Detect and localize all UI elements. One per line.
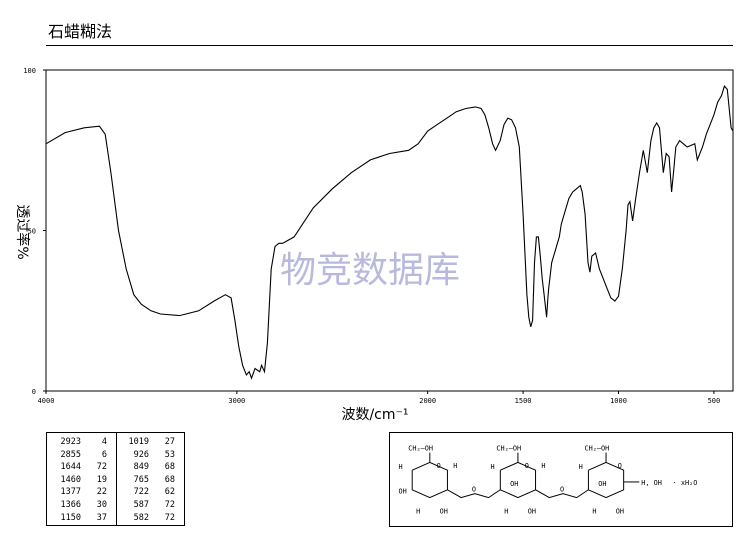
ring-2-h-left: H <box>491 463 495 471</box>
link-1-2 <box>447 489 501 499</box>
peak-transmittance: 72 <box>96 462 107 473</box>
y-axis-ticks: 0 50 100 <box>23 67 46 396</box>
peak-transmittance: 37 <box>96 512 107 523</box>
ring-3-oh-bottom: OH <box>616 507 624 515</box>
peak-wavenumber: 1150 <box>60 512 81 523</box>
peak-table: 2923 4 2855 6 1644 72 1460 19 1377 22 1366 30 1150 37… <box>46 432 185 526</box>
peak-row: 1019 27 <box>119 436 183 449</box>
end-group-label: H, OH <box>641 479 662 487</box>
peak-wavenumber: 2923 <box>60 437 81 447</box>
peak-table-left-column: 2923 4 2855 6 1644 72 1460 19 1377 22 1366 30 1150 37 <box>51 436 115 524</box>
peak-wavenumber: 1644 <box>60 462 81 473</box>
ring-1-oh-bottom: OH <box>440 507 448 515</box>
ring-1 <box>411 461 448 499</box>
peak-transmittance: 72 <box>164 512 175 523</box>
peak-wavenumber: 582 <box>133 512 149 523</box>
watermark: 物竞数据库 <box>280 250 460 291</box>
ring-3-h-bottom: H <box>592 507 596 515</box>
peak-wavenumber: 722 <box>133 487 149 498</box>
ring-1-oxygen: O <box>437 462 441 470</box>
x-tick-label: 3000 <box>228 397 245 405</box>
ring-1-h-left: H <box>398 463 402 471</box>
peak-wavenumber: 587 <box>133 499 149 510</box>
peak-row: 722 62 <box>119 486 183 499</box>
ring-2-ch2oh: CH₂—OH <box>496 445 521 453</box>
peak-row: 2923 4 <box>51 436 115 449</box>
plot-frame <box>45 69 734 392</box>
peak-row: 582 72 <box>119 512 183 525</box>
peak-transmittance: 72 <box>164 499 175 510</box>
ring-1-h-right: H <box>453 462 457 470</box>
peak-wavenumber: 2855 <box>60 449 81 460</box>
peak-transmittance: 6 <box>101 449 107 460</box>
peak-row: 1460 19 <box>51 474 115 487</box>
peak-row: 2855 6 <box>51 449 115 462</box>
peak-table-right-column: 1019 27 926 53 849 68 765 68 722 62 587 72 582 72 <box>119 436 183 524</box>
ring-2-h-right: H <box>541 462 545 470</box>
ring-3-h-left: H <box>579 463 583 471</box>
ring-1-h-bottom: H <box>416 507 420 515</box>
structure-diagram: CH₂—OH O H H OH OH H O CH₂—OH O H H OH O… <box>389 432 733 527</box>
ring-3-ch2oh: CH₂—OH <box>584 445 609 453</box>
peak-transmittance: 68 <box>164 462 175 473</box>
peak-row: 1150 37 <box>51 512 115 525</box>
x-tick-label: 4000 <box>38 397 55 405</box>
hydrate-label: · xH₂O <box>673 479 698 487</box>
peak-row: 587 72 <box>119 499 183 512</box>
peak-wavenumber: 1366 <box>60 499 81 510</box>
peak-transmittance: 30 <box>96 499 107 510</box>
transmittance-curve <box>45 85 734 380</box>
peak-transmittance: 19 <box>96 474 107 485</box>
x-tick-label: 2000 <box>419 397 436 405</box>
page-title: 石蜡糊法 <box>48 24 113 41</box>
peak-wavenumber: 1460 <box>60 474 81 485</box>
ring-2-h-bottom: H <box>504 507 508 515</box>
x-axis-ticks: 4000 3000 2000 1500 1000 500 <box>38 391 721 405</box>
title-divider <box>46 45 733 46</box>
x-tick-label: 500 <box>708 397 721 405</box>
x-axis-label: 波数/cm⁻¹ <box>341 407 408 423</box>
peak-transmittance: 4 <box>101 437 107 447</box>
peak-row: 1366 30 <box>51 499 115 512</box>
peak-row: 1644 72 <box>51 461 115 474</box>
y-tick-label: 50 <box>28 228 36 236</box>
y-axis-label: 透过率% <box>14 204 31 259</box>
peak-transmittance: 53 <box>164 449 175 460</box>
ring-2-oh-mid: OH <box>510 480 518 488</box>
ir-spectrum-chart: 4000 3000 2000 1500 1000 500 0 50 100 物竞数据库 波数/… <box>14 67 734 423</box>
peak-transmittance: 68 <box>164 474 175 485</box>
peak-transmittance: 27 <box>164 437 175 447</box>
ring-3-oxygen: O <box>618 462 622 470</box>
peak-row: 765 68 <box>119 474 183 487</box>
peak-row: 926 53 <box>119 449 183 462</box>
peak-row: 1377 22 <box>51 486 115 499</box>
y-tick-label: 100 <box>23 67 36 75</box>
peak-transmittance: 62 <box>164 487 175 498</box>
link-2-oxygen: O <box>560 486 564 494</box>
peak-wavenumber: 849 <box>133 462 149 473</box>
link-2-3 <box>535 489 589 499</box>
x-tick-label: 1000 <box>610 397 627 405</box>
ring-2-oxygen: O <box>525 462 529 470</box>
peak-wavenumber: 1377 <box>60 487 81 498</box>
y-tick-label: 0 <box>32 388 36 396</box>
peak-transmittance: 22 <box>96 487 107 498</box>
x-tick-label: 1500 <box>515 397 532 405</box>
peak-wavenumber: 765 <box>133 474 149 485</box>
ring-3-oh-mid: OH <box>598 480 606 488</box>
peak-table-divider <box>116 433 117 525</box>
ring-1-oh-left: OH <box>398 488 406 496</box>
ring-1-ch2oh: CH₂—OH <box>408 445 433 453</box>
peak-wavenumber: 926 <box>133 449 149 460</box>
peak-row: 849 68 <box>119 461 183 474</box>
peak-wavenumber: 1019 <box>128 437 149 447</box>
ring-2-oh-bottom: OH <box>528 507 536 515</box>
link-1-oxygen: O <box>472 486 476 494</box>
